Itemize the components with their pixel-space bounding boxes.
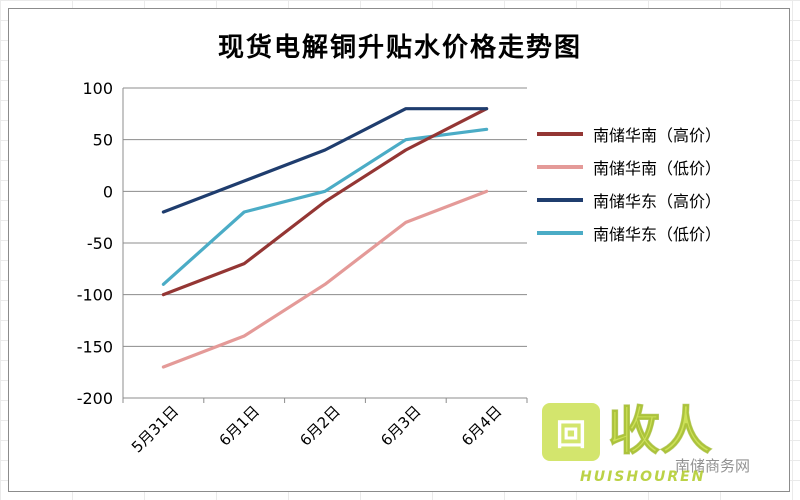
x-tick-label: 6月4日 (458, 402, 505, 449)
legend-item: 南储华东（低价） (537, 216, 787, 249)
y-tick-label: -100 (77, 286, 113, 305)
watermark-logo: 收人 (607, 402, 713, 463)
y-tick-label: 100 (82, 79, 113, 98)
legend-item: 南储华南（低价） (537, 150, 787, 183)
legend-label: 南储华南（高价） (593, 125, 722, 145)
watermark-box: 回 (542, 403, 600, 461)
x-tick-label: 6月2日 (296, 402, 343, 449)
legend-label: 南储华东（高价） (593, 191, 722, 211)
watermark: 回 收人 南储商务网 HUISHOUREN (520, 395, 790, 485)
legend-swatch (537, 131, 583, 136)
series-line (161, 107, 489, 214)
legend-swatch (537, 164, 583, 169)
legend-swatch (537, 197, 583, 202)
chart-title: 现货电解铜升贴水价格走势图 (217, 33, 582, 63)
series-line (161, 127, 489, 286)
x-tick-label: 6月1日 (216, 402, 263, 449)
series-line (161, 107, 489, 297)
y-tick-label: 50 (93, 131, 113, 150)
y-tick-label: -50 (87, 234, 113, 253)
plot-area: 100 50 0 -50 -100 -150 -200 5月31日 6月1日 6月2日 6月3日 6月… (77, 79, 528, 456)
legend-label: 南储华南（低价） (593, 158, 722, 178)
legend-item: 南储华东（高价） (537, 183, 787, 216)
watermark-site: 南储商务网 (675, 457, 751, 475)
series-line (161, 189, 489, 369)
legend-swatch (537, 230, 583, 235)
y-tick-label: -200 (77, 389, 113, 408)
y-tick-label: -150 (77, 337, 113, 356)
x-tick-label: 6月3日 (377, 402, 424, 449)
legend-label: 南储华东（低价） (593, 224, 722, 244)
watermark-brand: HUISHOUREN (580, 469, 706, 485)
legend: 南储华南（高价） 南储华南（低价） 南储华东（高价） 南储华东（低价） (537, 117, 787, 249)
y-tick-label: 0 (103, 182, 113, 201)
chart-area[interactable]: 现货电解铜升贴水价格走势图 100 50 0 -50 -100 -150 -200 5月31日… (8, 8, 790, 492)
x-tick-label: 5月31日 (128, 402, 182, 456)
legend-item: 南储华南（高价） (537, 117, 787, 150)
